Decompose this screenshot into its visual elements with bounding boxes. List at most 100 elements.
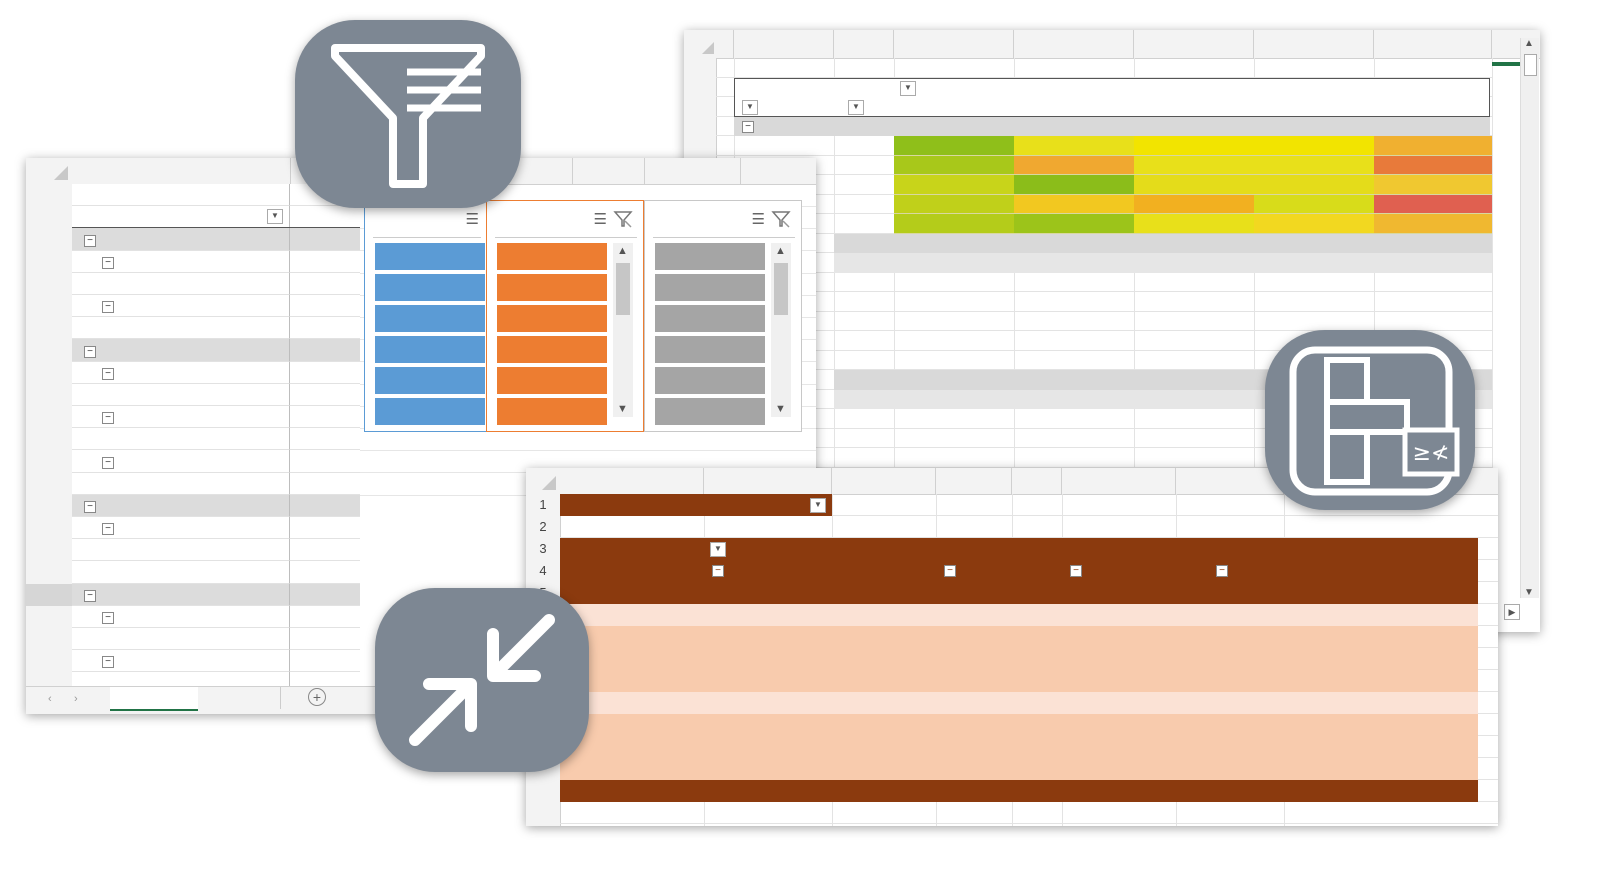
value-cell[interactable] xyxy=(1134,155,1254,175)
value-cell[interactable] xyxy=(894,292,1014,312)
value-cell[interactable] xyxy=(1134,214,1254,234)
row-number[interactable] xyxy=(26,317,72,339)
slicer-item[interactable] xyxy=(497,336,607,363)
row-label-cell[interactable] xyxy=(72,317,290,340)
slicer-item[interactable] xyxy=(375,243,485,270)
slicer-item[interactable] xyxy=(655,398,765,425)
value-cell[interactable] xyxy=(1014,194,1134,214)
tab-scroll-right-icon[interactable]: › xyxy=(74,693,78,705)
slicer-item[interactable] xyxy=(375,398,485,425)
value-cell[interactable] xyxy=(1374,194,1492,214)
collapse-toggle-icon[interactable]: − xyxy=(84,345,96,358)
collapse-toggle-icon[interactable]: − xyxy=(1070,565,1082,578)
row-number[interactable] xyxy=(26,384,72,406)
column-header[interactable] xyxy=(572,158,645,184)
row-number[interactable] xyxy=(26,184,72,206)
row-number[interactable] xyxy=(26,228,72,250)
value-cell[interactable] xyxy=(1254,312,1374,332)
column-header-d[interactable] xyxy=(894,30,1014,58)
value-cell[interactable] xyxy=(1014,155,1134,175)
slicer-item[interactable] xyxy=(655,243,765,270)
amount-cell[interactable] xyxy=(290,272,360,295)
slicer-item[interactable] xyxy=(655,305,765,332)
slicer-item[interactable] xyxy=(655,367,765,394)
row-label-cell[interactable]: − xyxy=(72,339,290,362)
value-cell[interactable] xyxy=(1254,292,1374,312)
row-label-cell[interactable] xyxy=(72,428,290,451)
column-header[interactable] xyxy=(560,468,704,494)
row-label-cell[interactable]: − xyxy=(72,650,290,673)
value-cell[interactable] xyxy=(894,136,1014,156)
row-label-cell[interactable]: − xyxy=(72,450,290,473)
row-number[interactable]: 3 xyxy=(539,541,547,556)
row-number[interactable] xyxy=(26,561,72,583)
row-number[interactable] xyxy=(526,802,560,824)
value-cell[interactable] xyxy=(1014,175,1134,195)
scroll-down-icon[interactable]: ▼ xyxy=(617,403,628,415)
slicer-item[interactable] xyxy=(375,274,485,301)
row-label-cell[interactable] xyxy=(72,561,290,584)
value-cell[interactable] xyxy=(894,448,1014,468)
value-cell[interactable] xyxy=(894,273,1014,293)
scroll-up-icon[interactable]: ▲ xyxy=(617,245,628,257)
collapse-toggle-icon[interactable]: − xyxy=(102,367,114,380)
value-cell[interactable] xyxy=(1134,409,1254,429)
vertical-scrollbar[interactable]: ▲ ▼ xyxy=(1520,38,1539,598)
collapse-toggle-icon[interactable]: − xyxy=(944,565,956,578)
amount-cell[interactable] xyxy=(290,494,360,517)
value-cell[interactable] xyxy=(1134,429,1254,449)
collapse-toggle-icon[interactable]: − xyxy=(102,612,114,625)
row-label-cell[interactable] xyxy=(72,628,290,651)
amount-cell[interactable] xyxy=(290,561,360,584)
row-number[interactable]: 2 xyxy=(539,519,547,534)
multi-select-icon[interactable]: ☰ xyxy=(593,211,607,228)
value-cell[interactable] xyxy=(1014,214,1134,234)
collapse-arrows-icon[interactable] xyxy=(375,588,589,772)
row-number[interactable]: 1 xyxy=(539,497,547,512)
row-number[interactable] xyxy=(26,539,72,561)
value-cell[interactable] xyxy=(1254,194,1374,214)
scroll-thumb[interactable] xyxy=(1524,54,1537,76)
collapse-toggle-icon[interactable]: − xyxy=(102,523,114,536)
clear-filter-icon[interactable] xyxy=(613,209,633,232)
row-number[interactable] xyxy=(26,650,72,672)
row-number[interactable] xyxy=(26,273,72,295)
row-label-cell[interactable]: − xyxy=(72,250,290,273)
tab-scroll-left-icon[interactable]: ‹ xyxy=(48,693,52,705)
tab-datasource[interactable] xyxy=(198,687,281,709)
column-header[interactable] xyxy=(1062,468,1176,494)
row-number[interactable] xyxy=(26,251,72,273)
column-header-a[interactable] xyxy=(72,158,291,184)
column-header-g[interactable] xyxy=(1254,30,1374,58)
amount-cell[interactable] xyxy=(290,339,360,362)
value-cell[interactable] xyxy=(894,312,1014,332)
collapse-toggle-icon[interactable]: − xyxy=(102,656,114,669)
row-number[interactable] xyxy=(684,97,716,117)
row-label-cell[interactable]: − xyxy=(72,295,290,318)
collapse-toggle-icon[interactable]: − xyxy=(712,565,724,578)
value-cell[interactable] xyxy=(894,409,1014,429)
select-all-triangle-icon[interactable] xyxy=(702,42,714,54)
row-number[interactable] xyxy=(684,58,716,78)
scroll-down-icon[interactable]: ▼ xyxy=(775,403,786,415)
row-number[interactable] xyxy=(26,406,72,428)
amount-cell[interactable] xyxy=(290,383,360,406)
value-cell[interactable] xyxy=(1374,273,1492,293)
value-cell[interactable] xyxy=(1134,273,1254,293)
value-cell[interactable] xyxy=(1014,409,1134,429)
row-number[interactable] xyxy=(26,206,72,228)
scroll-up-icon[interactable]: ▲ xyxy=(1524,38,1534,49)
column-header[interactable] xyxy=(740,158,816,184)
amount-cell[interactable] xyxy=(290,450,360,473)
row-number[interactable] xyxy=(26,583,74,606)
row-number[interactable] xyxy=(26,495,72,517)
slicer-item[interactable] xyxy=(655,274,765,301)
value-cell[interactable] xyxy=(1374,175,1492,195)
collapse-toggle-icon[interactable]: − xyxy=(102,256,114,269)
column-header-h[interactable] xyxy=(1374,30,1492,58)
value-cell[interactable] xyxy=(1014,273,1134,293)
value-cell[interactable] xyxy=(1254,273,1374,293)
row-number[interactable] xyxy=(26,473,72,495)
amount-cell[interactable] xyxy=(290,228,360,251)
slicer-item[interactable] xyxy=(375,305,485,332)
